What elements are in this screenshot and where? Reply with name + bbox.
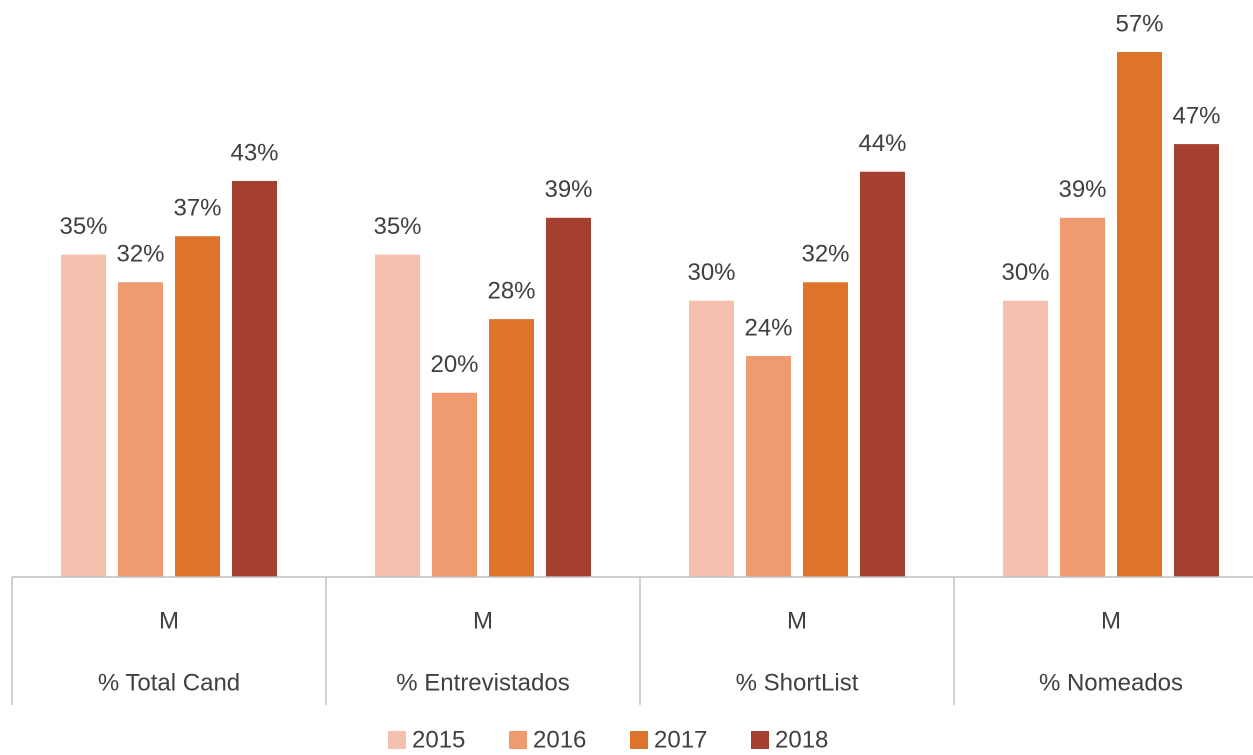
x-sublabel: M — [1101, 607, 1121, 634]
legend-swatch — [751, 731, 769, 749]
bar — [1117, 52, 1162, 577]
bar — [61, 254, 106, 577]
data-label: 35% — [373, 213, 421, 240]
bar — [232, 180, 277, 577]
bar — [1003, 300, 1048, 577]
x-tick-label: % Entrevistados — [396, 669, 569, 696]
x-tick-label: % ShortList — [736, 669, 859, 696]
bar — [746, 355, 791, 577]
data-label: 44% — [858, 130, 906, 157]
data-label: 24% — [744, 314, 792, 341]
data-label: 20% — [430, 351, 478, 378]
legend-swatch — [630, 731, 648, 749]
bar — [489, 319, 534, 577]
data-label: 39% — [544, 176, 592, 203]
x-sublabel: M — [473, 607, 493, 634]
data-label: 57% — [1115, 10, 1163, 37]
legend-label: 2018 — [775, 726, 828, 753]
data-label: 43% — [230, 139, 278, 166]
data-label: 32% — [801, 241, 849, 268]
x-sublabel: M — [787, 607, 807, 634]
bar — [118, 282, 163, 577]
bar — [1060, 217, 1105, 577]
x-tick-label: % Total Cand — [98, 669, 240, 696]
bar — [432, 392, 477, 577]
data-label: 30% — [687, 259, 735, 286]
bar — [546, 217, 591, 577]
data-label: 37% — [173, 195, 221, 222]
legend-swatch — [509, 731, 527, 749]
bar — [1174, 144, 1219, 577]
data-label: 32% — [116, 241, 164, 268]
legend-label: 2016 — [533, 726, 586, 753]
legend-label: 2015 — [412, 726, 465, 753]
bar — [375, 254, 420, 577]
data-label: 28% — [487, 277, 535, 304]
bar — [803, 282, 848, 577]
legend-label: 2017 — [654, 726, 707, 753]
data-label: 47% — [1172, 102, 1220, 129]
data-label: 35% — [59, 213, 107, 240]
x-tick-label: % Nomeados — [1039, 669, 1183, 696]
x-sublabel: M — [159, 607, 179, 634]
bar — [175, 236, 220, 578]
legend-swatch — [388, 731, 406, 749]
data-label: 39% — [1058, 176, 1106, 203]
data-label: 30% — [1001, 259, 1049, 286]
bar — [689, 300, 734, 577]
bar — [860, 171, 905, 577]
